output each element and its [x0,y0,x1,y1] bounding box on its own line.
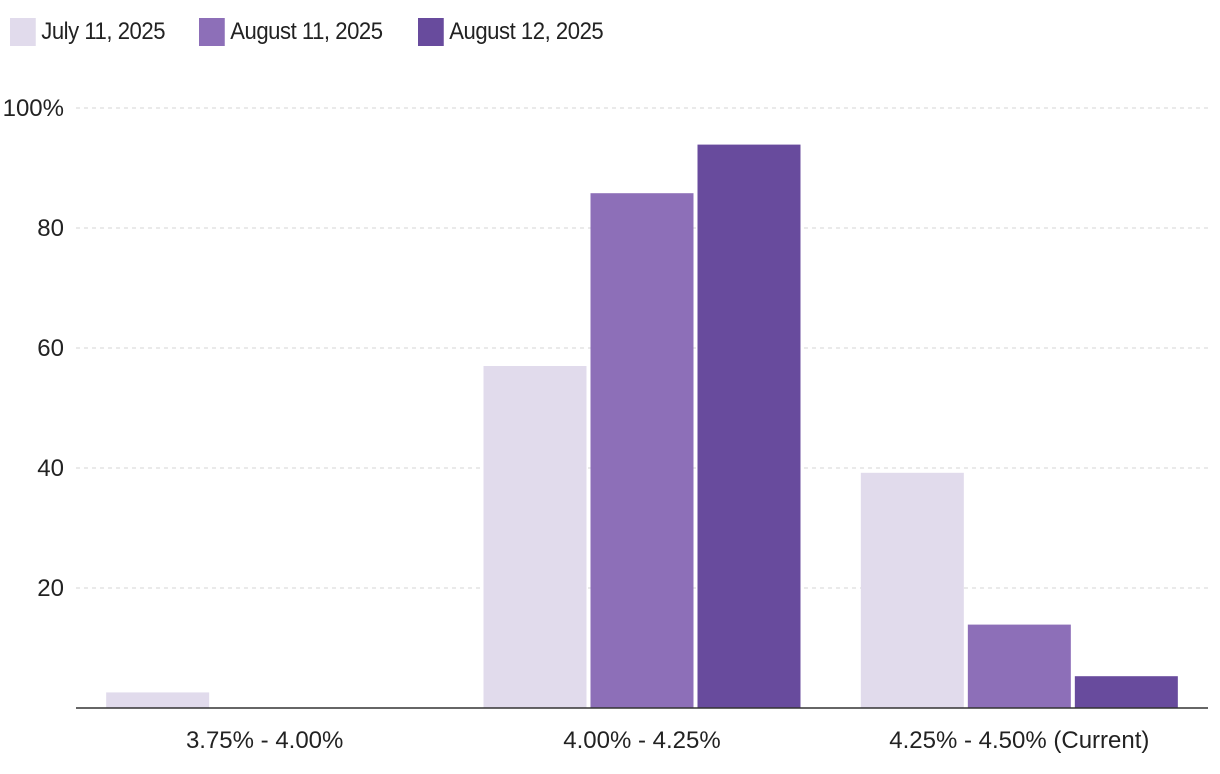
legend-swatch [418,18,444,46]
chart-legend: July 11, 2025 August 11, 2025 August 12, 2… [10,16,619,48]
bar [967,624,1071,708]
x-tick-label: 3.75% - 4.00% [186,727,343,754]
x-tick-label: 4.25% - 4.50% (Current) [889,727,1149,754]
bar [1074,676,1178,708]
y-tick-label: 40 [37,455,64,482]
bar [483,366,587,708]
y-tick-label: 100% [3,95,64,122]
legend-label: August 11, 2025 [229,18,383,45]
bar [697,144,801,709]
legend-swatch [10,18,36,46]
bar [590,193,694,708]
bar [860,472,964,708]
legend-item: August 11, 2025 [198,18,383,46]
legend-swatch [198,18,225,46]
legend-item: July 11, 2025 [10,18,165,46]
legend-label: July 11, 2025 [41,18,166,45]
legend-label: August 12, 2025 [449,18,604,45]
y-tick-label: 20 [37,575,64,602]
legend-item: August 12, 2025 [418,18,604,46]
x-tick-label: 4.00% - 4.25% [563,727,720,754]
y-tick-label: 80 [37,215,64,242]
bar [106,692,210,708]
y-tick-label: 60 [37,335,64,362]
